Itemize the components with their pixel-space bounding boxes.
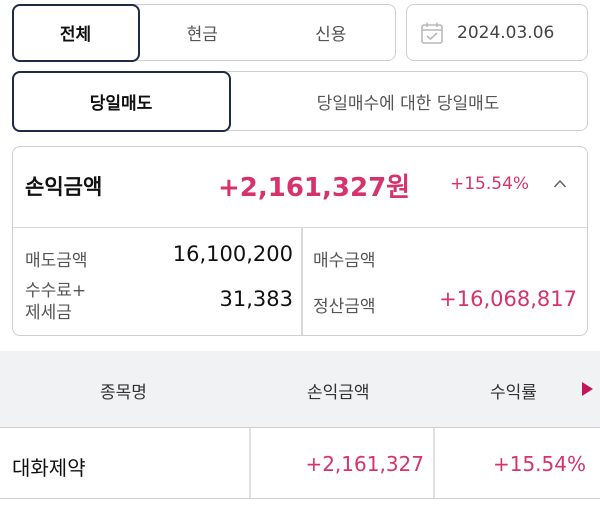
buy-amount-label: 매수금액 xyxy=(313,251,376,271)
fees-label: 수수료+ 제세금 xyxy=(25,280,86,324)
sell-option-today[interactable]: 당일매도 xyxy=(11,70,231,132)
column-separator xyxy=(249,428,251,498)
column-separator xyxy=(433,428,435,498)
profit-summary-card: 손익금액 +2,161,327원 +15.54% 매도금액 16,100,200… xyxy=(12,146,588,336)
type-option-cash[interactable]: 현금 xyxy=(186,25,218,45)
type-option-all[interactable]: 전체 xyxy=(11,3,140,62)
summary-divider xyxy=(301,227,303,335)
sell-type-segment: 당일매도 당일매수에 대한 당일매도 xyxy=(11,70,588,132)
account-type-segment: 전체 현금 신용 xyxy=(11,3,396,62)
fees-label-line-1: 수수료+ xyxy=(25,281,87,301)
column-header-stock-name[interactable]: 종목명 xyxy=(100,383,147,403)
profit-loss-amount: +2,161,327원 xyxy=(218,173,411,203)
profit-loss-cell: +2,161,327 xyxy=(305,452,424,476)
table-row[interactable]: 대화제약 +2,161,327 +15.54% xyxy=(0,428,600,499)
sell-option-today-buy-sell[interactable]: 당일매수에 대한 당일매도 xyxy=(316,93,500,114)
column-header-return-rate[interactable]: 수익률 xyxy=(490,383,537,403)
profit-loss-label: 손익금액 xyxy=(25,175,103,199)
column-header-profit-loss[interactable]: 손익금액 xyxy=(307,383,370,403)
sell-amount-value: 16,100,200 xyxy=(172,242,293,266)
profit-loss-rate: +15.54% xyxy=(450,174,530,194)
sell-amount-label: 매도금액 xyxy=(25,251,88,271)
stock-name-cell: 대화제약 xyxy=(12,456,86,480)
date-value: 2024.03.06 xyxy=(457,22,555,43)
return-rate-cell: +15.54% xyxy=(492,452,586,476)
type-option-credit[interactable]: 신용 xyxy=(315,25,347,45)
chevron-up-icon[interactable] xyxy=(553,177,567,191)
fees-value: 31,383 xyxy=(219,287,293,311)
stock-table-header: 종목명 손익금액 수익률 xyxy=(0,351,600,428)
settlement-label: 정산금액 xyxy=(313,297,376,317)
calendar-icon xyxy=(421,22,443,44)
date-picker[interactable]: 2024.03.06 xyxy=(406,4,588,61)
profit-summary-header[interactable]: 손익금액 +2,161,327원 +15.54% xyxy=(13,147,587,228)
settlement-value: +16,068,817 xyxy=(439,287,577,311)
fees-label-line-2: 제세금 xyxy=(25,303,72,323)
triangle-right-icon[interactable] xyxy=(580,381,594,397)
